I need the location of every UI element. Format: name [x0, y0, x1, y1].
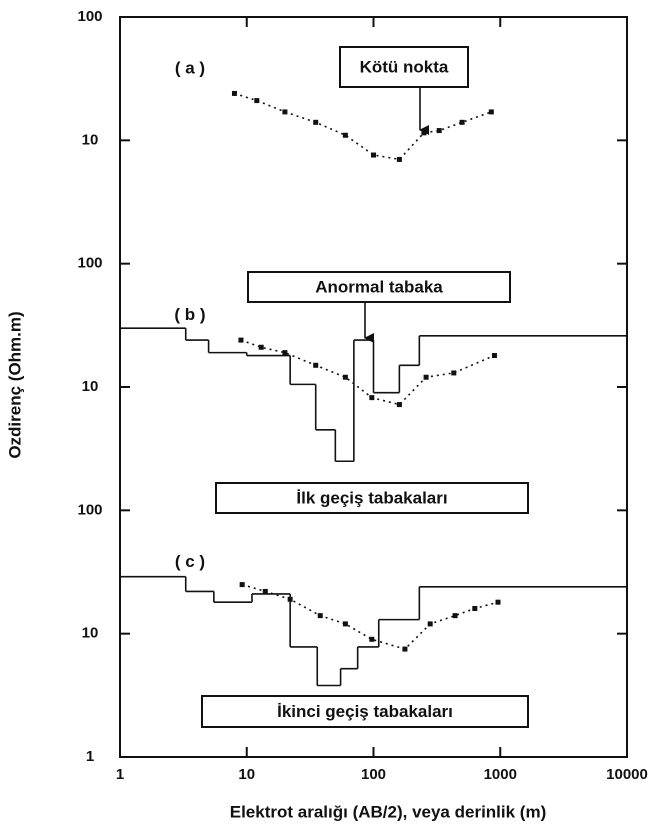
y-tick-label: 100 [77, 8, 102, 25]
curve-point [342, 374, 348, 380]
curve-point [282, 350, 288, 356]
x-tick-label: 10000 [606, 766, 648, 783]
panel-label: ( a ) [175, 58, 205, 77]
panel-label: ( b ) [174, 305, 205, 324]
annotation: Anormal tabaka [315, 277, 443, 296]
curve-point [423, 374, 429, 380]
curve-point [436, 128, 442, 134]
curve-point [421, 130, 427, 136]
curve-point [459, 119, 465, 125]
annotation: İkinci geçiş tabakaları [277, 702, 453, 721]
annotation-box [247, 271, 511, 303]
curve-point [282, 109, 288, 115]
x-tick-label: 100 [361, 766, 386, 783]
annotation: İlk geçiş tabakaları [296, 488, 447, 507]
annotation-box [201, 695, 529, 728]
curve-point [317, 613, 323, 619]
y-tick-label: 100 [77, 501, 102, 518]
curve-point [231, 90, 237, 96]
curve-line [240, 339, 495, 406]
annotation-box [215, 482, 529, 514]
curve-point [491, 353, 497, 359]
curve-point [451, 370, 457, 376]
curve-point [371, 152, 376, 158]
annotation: Kötü nokta [360, 57, 449, 76]
curve-point [342, 621, 348, 627]
curve-line [234, 92, 492, 161]
y-tick-label: 10 [82, 378, 99, 395]
y-tick-label: 10 [82, 625, 99, 642]
curve-point [342, 132, 348, 138]
curve-point [258, 344, 264, 350]
curve-point [238, 337, 244, 343]
y-tick-label: 100 [77, 255, 102, 272]
curve-point [488, 109, 494, 115]
curve-point [472, 605, 478, 611]
curve-point [396, 402, 402, 408]
curve-point [254, 98, 260, 104]
y-tick-label: 1 [86, 748, 94, 765]
curve-point [262, 588, 268, 594]
x-axis-label: Elektrot aralığı (AB/2), veya derinlik (… [230, 802, 546, 821]
curve-point [287, 596, 293, 602]
curve-point [396, 156, 402, 162]
curve-point [452, 613, 458, 619]
x-tick-label: 1 [116, 766, 124, 783]
curve-point [495, 599, 501, 605]
curve-point [313, 119, 319, 125]
curve-point [427, 621, 433, 627]
x-tick-label: 1000 [484, 766, 517, 783]
curve-point [402, 646, 408, 652]
curve-point [369, 395, 375, 401]
curve-point [313, 362, 319, 368]
curve-point [369, 636, 375, 642]
y-tick-label: 10 [82, 131, 99, 148]
y-axis-label: Ozdirenç (Ohm.m) [5, 311, 24, 458]
curve-point [239, 582, 245, 588]
x-tick-label: 10 [238, 766, 255, 783]
annotation-box [339, 46, 469, 88]
panel-label: ( c ) [175, 552, 205, 571]
